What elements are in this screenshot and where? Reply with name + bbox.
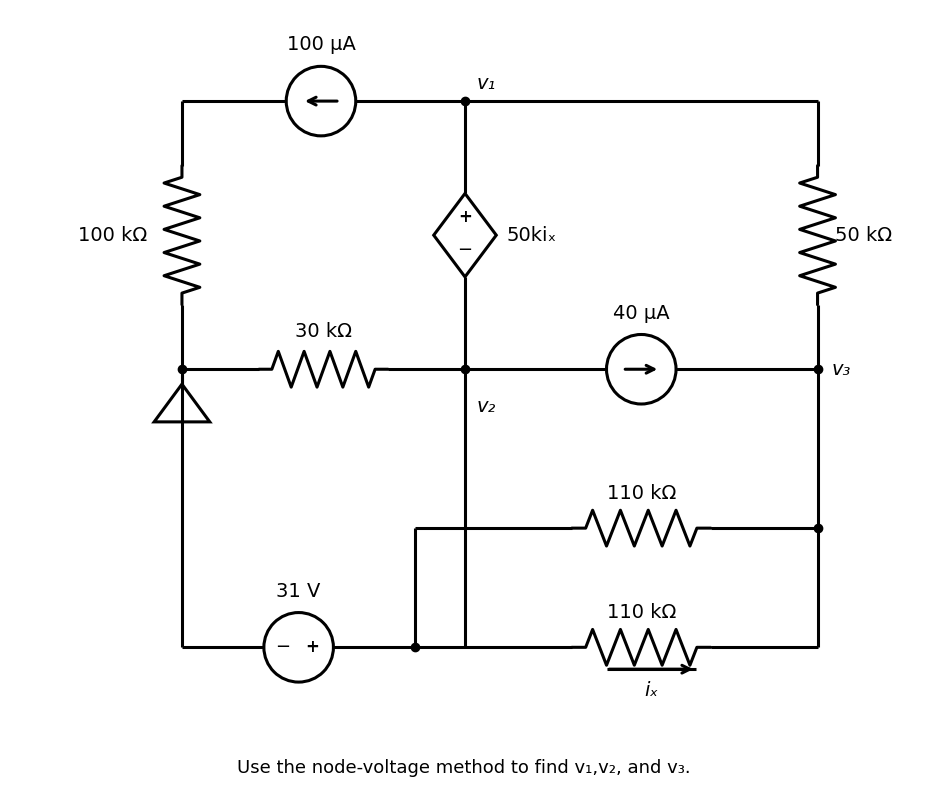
Text: 100 kΩ: 100 kΩ [78, 226, 147, 244]
Text: 40 μA: 40 μA [612, 303, 669, 323]
Text: +: + [458, 208, 471, 227]
Text: +: + [305, 638, 319, 656]
Text: −: − [457, 241, 472, 259]
Text: 100 μA: 100 μA [286, 36, 355, 54]
Text: −: − [275, 638, 290, 656]
Text: v₁: v₁ [476, 74, 496, 93]
Text: iₓ: iₓ [643, 681, 658, 700]
Text: 110 kΩ: 110 kΩ [606, 485, 676, 503]
Text: 110 kΩ: 110 kΩ [606, 604, 676, 622]
Text: v₂: v₂ [476, 397, 496, 416]
Text: 30 kΩ: 30 kΩ [295, 323, 352, 341]
Text: 50 kΩ: 50 kΩ [834, 226, 892, 244]
Text: 50kiₓ: 50kiₓ [506, 226, 556, 244]
Text: Use the node-voltage method to find v₁,v₂, and v₃.: Use the node-voltage method to find v₁,v… [237, 760, 690, 777]
Text: 31 V: 31 V [277, 582, 320, 600]
Text: v₃: v₃ [831, 360, 850, 379]
